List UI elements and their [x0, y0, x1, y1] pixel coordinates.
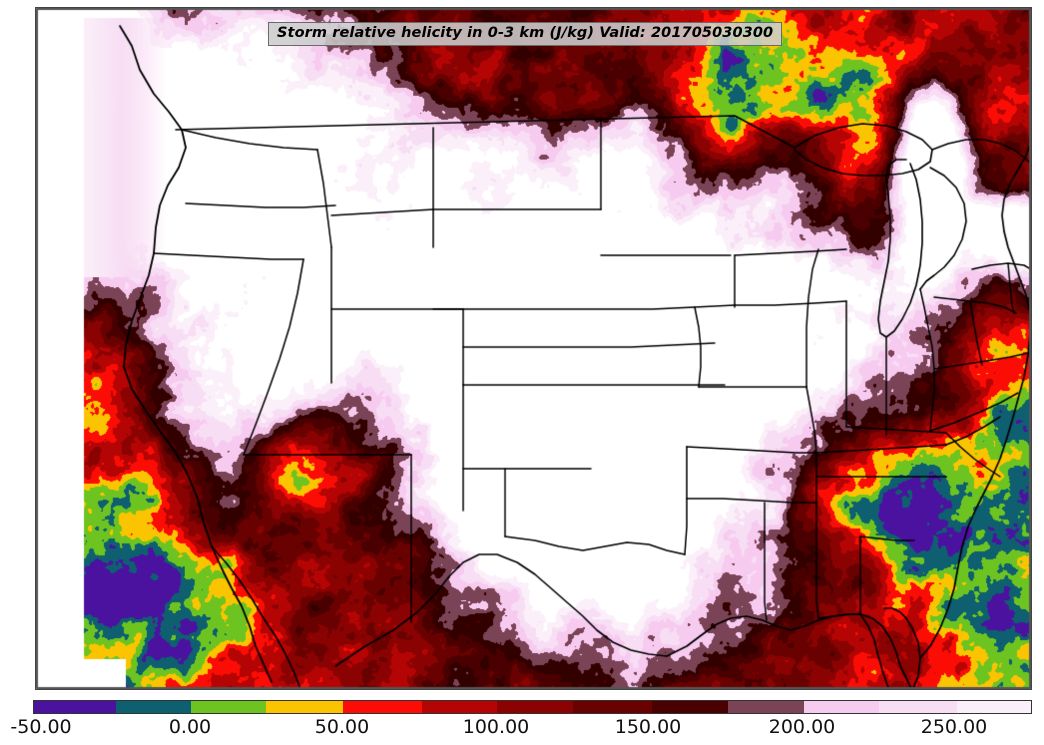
colorbar-swatch-0 — [34, 701, 116, 713]
colorbar-swatch-7 — [572, 701, 652, 713]
colorbar-swatch-8 — [651, 701, 728, 713]
colorbar-tick-4: 150.00 — [614, 716, 682, 738]
map-title: Storm relative helicity in 0-3 km (J/kg)… — [268, 22, 783, 47]
colorbar — [33, 700, 1032, 714]
colorbar-swatch-1 — [115, 701, 191, 713]
colorbar-tick-0: -50.00 — [10, 716, 72, 738]
colorbar-swatch-13 — [957, 701, 1031, 713]
colorbar-swatch-12 — [879, 701, 958, 713]
colorbar-tick-6: 250.00 — [920, 716, 988, 738]
colorbar-tick-1: 0.00 — [168, 716, 212, 738]
colorbar-swatch-5 — [422, 701, 498, 713]
colorbar-swatch-6 — [497, 701, 573, 713]
colorbar-tick-labels: -50.00 0.00 50.00 100.00 150.00 200.00 250.00 — [0, 716, 1044, 742]
colorbar-tick-5: 200.00 — [768, 716, 836, 738]
colorbar-swatch-11 — [804, 701, 880, 713]
colorbar-swatch-2 — [190, 701, 266, 713]
colorbar-swatch-10 — [727, 701, 805, 713]
colorbar-tick-2: 50.00 — [314, 716, 370, 738]
helicity-heatmap-canvas — [36, 8, 1031, 689]
colorbar-tick-3: 100.00 — [462, 716, 530, 738]
map-panel — [35, 7, 1032, 690]
colorbar-swatch-3 — [265, 701, 344, 713]
colorbar-swatch-4 — [343, 701, 423, 713]
